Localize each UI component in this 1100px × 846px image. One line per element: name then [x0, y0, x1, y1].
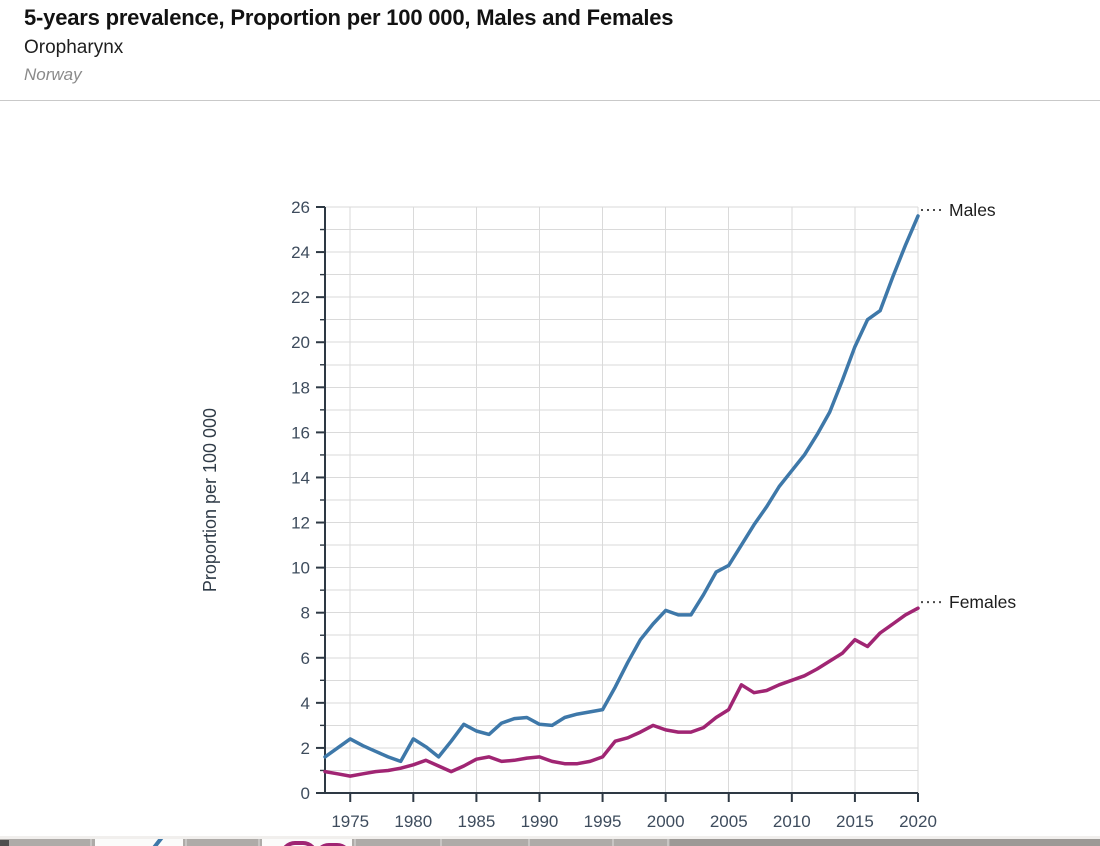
svg-text:0: 0	[301, 784, 310, 803]
svg-text:8: 8	[301, 604, 310, 623]
thumbnail-divider	[440, 839, 442, 846]
svg-text:26: 26	[291, 198, 310, 217]
thumbnail-right-block	[670, 839, 1100, 846]
males-series-label: Males	[949, 200, 996, 220]
males-line	[323, 214, 920, 764]
females-line	[323, 606, 920, 778]
svg-text:24: 24	[291, 243, 310, 262]
svg-text:2015: 2015	[836, 812, 874, 831]
svg-text:1995: 1995	[584, 812, 622, 831]
svg-text:1975: 1975	[331, 812, 369, 831]
svg-text:16: 16	[291, 423, 310, 442]
svg-text:20: 20	[291, 333, 310, 352]
svg-text:2000: 2000	[647, 812, 685, 831]
blue-line-fragment-icon	[146, 839, 166, 846]
thumbnail-divider	[667, 839, 669, 846]
thumbnail-strip-band	[0, 839, 1100, 846]
y-axis-title: Proportion per 100 000	[200, 408, 220, 592]
thumbnail-divider	[185, 839, 187, 846]
svg-text:1985: 1985	[457, 812, 495, 831]
thumbnail-divider	[612, 839, 614, 846]
svg-text:6: 6	[301, 649, 310, 668]
chart-header: 5-years prevalence, Proportion per 100 0…	[24, 4, 674, 86]
page-title: 5-years prevalence, Proportion per 100 0…	[24, 5, 674, 30]
svg-text:12: 12	[291, 514, 310, 533]
gridlines	[325, 206, 919, 793]
thumbnail-divider	[90, 839, 92, 846]
svg-text:1990: 1990	[521, 812, 559, 831]
svg-text:22: 22	[291, 288, 310, 307]
thumbnail-divider	[528, 839, 530, 846]
thumbnail-cell-1[interactable]	[95, 839, 183, 846]
thumbnail-divider	[258, 839, 260, 846]
svg-text:10: 10	[291, 559, 310, 578]
x-tick-labels: 1975 1980 1985 1990 1995 2000 2005 2010 2015 2020	[331, 812, 937, 831]
females-series-label: Females	[949, 592, 1016, 612]
thumbnail-dark-block	[0, 840, 9, 846]
svg-text:2005: 2005	[710, 812, 748, 831]
svg-text:2: 2	[301, 739, 310, 758]
svg-text:1980: 1980	[394, 812, 432, 831]
chart-region-label: Norway	[24, 65, 82, 85]
svg-text:4: 4	[301, 694, 310, 713]
axes	[316, 206, 919, 802]
thumbnail-cell-2[interactable]	[262, 839, 352, 846]
thumbnail-divider	[354, 839, 356, 846]
purple-curve-fragment-icon	[280, 841, 318, 846]
chart-subtitle-site: Oropharynx	[24, 36, 124, 58]
svg-text:2010: 2010	[773, 812, 811, 831]
thumbnail-strip[interactable]	[0, 836, 1100, 846]
svg-text:14: 14	[291, 468, 310, 487]
svg-text:2020: 2020	[899, 812, 937, 831]
header-divider	[0, 100, 1100, 101]
svg-text:18: 18	[291, 378, 310, 397]
